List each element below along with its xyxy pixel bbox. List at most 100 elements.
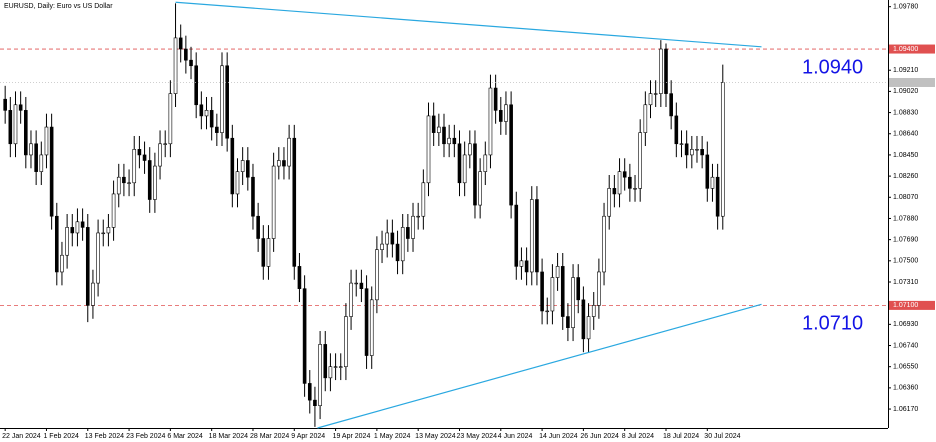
y-tick-label: 1.09020 (893, 88, 918, 95)
current-price-box (889, 77, 935, 87)
candle-body (344, 316, 348, 367)
candle-body (111, 193, 116, 228)
candle-body (3, 98, 7, 111)
candle-body (555, 266, 560, 278)
candle-body (395, 243, 400, 262)
candle-body (209, 110, 214, 128)
candle-body (679, 143, 684, 145)
y-tick-label: 1.09780 (893, 4, 918, 11)
candle-body (633, 188, 637, 190)
candle-body (24, 110, 28, 156)
candle-body (276, 160, 281, 167)
candle-body (60, 254, 64, 273)
candle-body (550, 277, 555, 312)
candle-body (333, 366, 338, 368)
candle-body (566, 316, 570, 328)
x-tick-label: 4 Jun 2024 (498, 433, 533, 440)
candle-body (529, 199, 534, 273)
candle-body (462, 154, 467, 184)
x-tick-label: 22 Jan 2024 (2, 433, 41, 440)
candle-body (720, 82, 725, 217)
x-tick-label: 8 Jul 2024 (622, 433, 654, 440)
level-axis-box (889, 300, 935, 310)
candle-body (416, 215, 420, 218)
candle-body (648, 93, 653, 106)
y-tick-label: 1.06550 (893, 364, 918, 371)
candle-body (375, 249, 379, 301)
candle-body (447, 137, 451, 145)
candle-body (137, 149, 142, 156)
candle-body (690, 149, 694, 156)
candle-body (653, 93, 658, 95)
candle-body (287, 137, 291, 167)
candle-body (230, 137, 235, 195)
y-tick-label: 1.09210 (893, 67, 918, 74)
candle-body (545, 310, 550, 313)
candle-body (369, 299, 374, 356)
candle-body (194, 65, 198, 106)
candle-body (266, 238, 271, 267)
candle-body (602, 215, 606, 273)
candle-body (323, 344, 328, 379)
trendline (175, 1, 762, 48)
candle-body (540, 271, 544, 312)
y-tick-label: 1.08830 (893, 109, 918, 116)
candle-body (684, 143, 689, 156)
candle-body (251, 176, 255, 217)
y-tick-label: 1.06360 (893, 385, 918, 392)
candle-body (571, 277, 575, 328)
candle-body (581, 299, 586, 340)
candle-body (586, 316, 591, 340)
x-tick-label: 14 Jun 2024 (539, 433, 578, 440)
candle-body (509, 104, 513, 206)
candle-body (622, 171, 627, 178)
candle-body (204, 110, 209, 117)
candle-body (457, 143, 462, 184)
candle-body (493, 87, 498, 111)
candle-body (246, 160, 250, 178)
candle-body (142, 154, 147, 161)
candle-body (442, 126, 446, 145)
y-tick-label: 1.08260 (893, 173, 918, 180)
candle-body (452, 137, 457, 145)
candle-body (607, 188, 612, 217)
candle-body (106, 227, 111, 234)
candle-body (478, 171, 482, 206)
candle-body (199, 104, 204, 117)
candle-body (380, 243, 384, 250)
candle-body (426, 115, 431, 184)
candle-body (349, 282, 353, 317)
candle-body (75, 221, 80, 234)
y-tick-label: 1.06170 (893, 406, 918, 413)
candle-body (70, 227, 75, 234)
candle-body (292, 137, 297, 267)
x-tick-label: 28 Mar 2024 (250, 433, 289, 440)
candle-body (473, 143, 477, 206)
trendline (317, 303, 762, 429)
candle-body (318, 344, 322, 407)
candle-body (297, 266, 302, 289)
y-tick-label: 1.06740 (893, 342, 918, 349)
candle-body (39, 154, 44, 172)
candle-body (328, 366, 333, 379)
x-tick-label: 6 Mar 2024 (167, 433, 203, 440)
candle-body (421, 182, 426, 217)
candle-body (153, 165, 157, 200)
candle-body (44, 126, 49, 156)
candle-body (483, 154, 488, 172)
candle-body (597, 271, 601, 306)
candle-body (184, 48, 188, 61)
candle-body (18, 104, 23, 111)
candle-body (49, 126, 54, 217)
candle-body (359, 282, 364, 289)
level-label: 1.0940 (802, 56, 863, 78)
candle-body (488, 87, 493, 156)
level-axis-box (889, 44, 935, 54)
candle-body (364, 288, 369, 356)
candle-body (519, 260, 524, 267)
candle-body (400, 227, 405, 262)
candle-body (122, 176, 126, 184)
x-tick-label: 1 Feb 2024 (43, 433, 79, 440)
x-tick-label: 23 May 2024 (456, 433, 497, 440)
